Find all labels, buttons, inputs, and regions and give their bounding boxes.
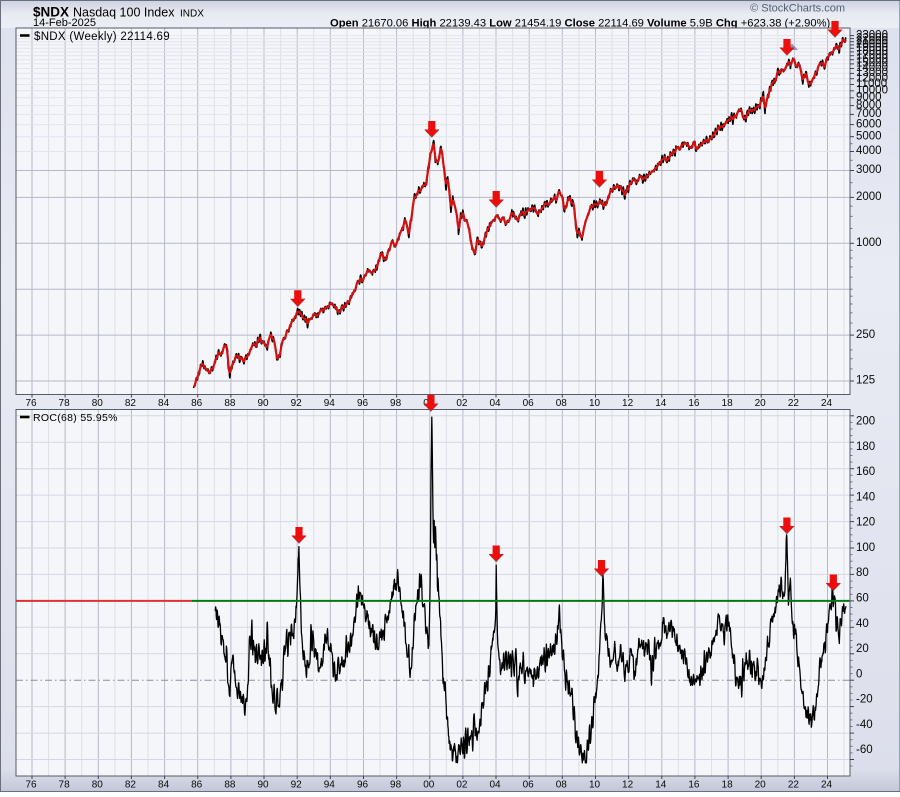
svg-text:76: 76 bbox=[25, 398, 37, 409]
svg-text:12: 12 bbox=[622, 398, 634, 409]
svg-text:22000: 22000 bbox=[856, 32, 888, 44]
svg-text:94: 94 bbox=[324, 780, 336, 791]
svg-text:6000: 6000 bbox=[856, 118, 882, 130]
svg-text:© StockCharts.com: © StockCharts.com bbox=[750, 3, 845, 15]
svg-text:$NDX: $NDX bbox=[33, 5, 69, 20]
svg-text:94: 94 bbox=[324, 398, 336, 409]
svg-text:16000: 16000 bbox=[856, 53, 888, 65]
svg-text:86: 86 bbox=[191, 398, 203, 409]
svg-text:120: 120 bbox=[856, 517, 875, 529]
svg-text:0: 0 bbox=[856, 668, 862, 680]
svg-text:21000: 21000 bbox=[856, 35, 888, 47]
svg-text:10: 10 bbox=[589, 780, 601, 791]
svg-text:00: 00 bbox=[423, 780, 435, 791]
svg-text:80: 80 bbox=[856, 567, 869, 579]
svg-text:16: 16 bbox=[688, 780, 700, 791]
svg-text:86: 86 bbox=[191, 780, 203, 791]
svg-text:78: 78 bbox=[59, 780, 71, 791]
svg-text:15000: 15000 bbox=[856, 58, 888, 70]
svg-text:14000: 14000 bbox=[856, 62, 888, 74]
svg-text:84: 84 bbox=[158, 780, 170, 791]
svg-text:96: 96 bbox=[357, 398, 369, 409]
svg-text:98: 98 bbox=[390, 780, 402, 791]
svg-text:17000: 17000 bbox=[856, 49, 888, 61]
svg-text:9000: 9000 bbox=[856, 92, 882, 104]
svg-text:Open 21670.06 High 22139.43 Lo: Open 21670.06 High 22139.43 Low 21454.19… bbox=[330, 18, 831, 30]
svg-text:84: 84 bbox=[158, 398, 170, 409]
svg-text:02: 02 bbox=[456, 398, 468, 409]
svg-text:INDX: INDX bbox=[180, 9, 204, 20]
svg-text:11000: 11000 bbox=[856, 78, 887, 90]
svg-text:78: 78 bbox=[59, 398, 71, 409]
svg-text:06: 06 bbox=[523, 780, 535, 791]
svg-text:19000: 19000 bbox=[856, 42, 888, 54]
svg-text:12: 12 bbox=[622, 780, 634, 791]
svg-text:1000: 1000 bbox=[856, 237, 882, 249]
svg-text:ROC(68) 55.95%: ROC(68) 55.95% bbox=[33, 412, 118, 424]
svg-text:10000: 10000 bbox=[856, 85, 888, 97]
svg-text:3000: 3000 bbox=[856, 164, 882, 176]
svg-text:2000: 2000 bbox=[856, 191, 882, 203]
svg-text:92: 92 bbox=[291, 780, 303, 791]
svg-text:14: 14 bbox=[655, 780, 667, 791]
svg-text:08: 08 bbox=[556, 398, 568, 409]
svg-text:82: 82 bbox=[125, 780, 137, 791]
svg-text:-20: -20 bbox=[856, 694, 873, 706]
svg-text:23000: 23000 bbox=[856, 29, 888, 41]
svg-text:22: 22 bbox=[788, 398, 800, 409]
svg-text:82: 82 bbox=[125, 398, 137, 409]
svg-text:100: 100 bbox=[856, 542, 875, 554]
svg-text:16: 16 bbox=[688, 398, 700, 409]
svg-text:10: 10 bbox=[589, 398, 601, 409]
svg-text:125: 125 bbox=[856, 375, 875, 387]
svg-text:08: 08 bbox=[556, 780, 568, 791]
svg-text:-60: -60 bbox=[856, 744, 873, 756]
svg-text:7000: 7000 bbox=[856, 108, 882, 120]
svg-text:18: 18 bbox=[722, 398, 734, 409]
svg-text:-40: -40 bbox=[856, 719, 873, 731]
svg-text:88: 88 bbox=[224, 780, 236, 791]
svg-text:96: 96 bbox=[357, 780, 369, 791]
svg-text:250: 250 bbox=[856, 329, 875, 341]
svg-text:90: 90 bbox=[257, 398, 269, 409]
svg-text:24: 24 bbox=[821, 398, 833, 409]
svg-text:180: 180 bbox=[856, 441, 875, 453]
svg-text:60: 60 bbox=[856, 593, 869, 605]
svg-text:04: 04 bbox=[489, 398, 501, 409]
svg-text:02: 02 bbox=[456, 780, 468, 791]
svg-text:20: 20 bbox=[755, 398, 767, 409]
svg-text:20: 20 bbox=[856, 643, 869, 655]
svg-text:76: 76 bbox=[25, 780, 37, 791]
svg-text:80: 80 bbox=[92, 780, 104, 791]
svg-text:24: 24 bbox=[821, 780, 833, 791]
svg-text:4000: 4000 bbox=[856, 145, 882, 157]
svg-text:40: 40 bbox=[856, 618, 869, 630]
svg-text:80: 80 bbox=[92, 398, 104, 409]
svg-text:160: 160 bbox=[856, 466, 875, 478]
svg-text:90: 90 bbox=[257, 780, 269, 791]
svg-text:140: 140 bbox=[856, 491, 875, 503]
svg-text:14: 14 bbox=[655, 398, 667, 409]
svg-text:Nasdaq 100 Index: Nasdaq 100 Index bbox=[73, 6, 175, 20]
svg-text:13000: 13000 bbox=[856, 67, 888, 79]
svg-text:22: 22 bbox=[788, 780, 800, 791]
svg-text:12000: 12000 bbox=[856, 72, 888, 84]
svg-text:04: 04 bbox=[489, 780, 501, 791]
svg-text:200: 200 bbox=[856, 416, 875, 428]
svg-text:20: 20 bbox=[755, 780, 767, 791]
svg-text:06: 06 bbox=[523, 398, 535, 409]
svg-text:88: 88 bbox=[224, 398, 236, 409]
svg-text:92: 92 bbox=[291, 398, 303, 409]
svg-text:18: 18 bbox=[722, 780, 734, 791]
svg-text:20000: 20000 bbox=[856, 39, 888, 51]
svg-text:18000: 18000 bbox=[856, 46, 888, 58]
svg-text:8000: 8000 bbox=[856, 99, 882, 111]
svg-text:5000: 5000 bbox=[856, 130, 882, 142]
svg-text:$NDX (Weekly) 22114.69: $NDX (Weekly) 22114.69 bbox=[34, 31, 170, 43]
svg-text:14-Feb-2025: 14-Feb-2025 bbox=[33, 17, 96, 29]
svg-text:98: 98 bbox=[390, 398, 402, 409]
